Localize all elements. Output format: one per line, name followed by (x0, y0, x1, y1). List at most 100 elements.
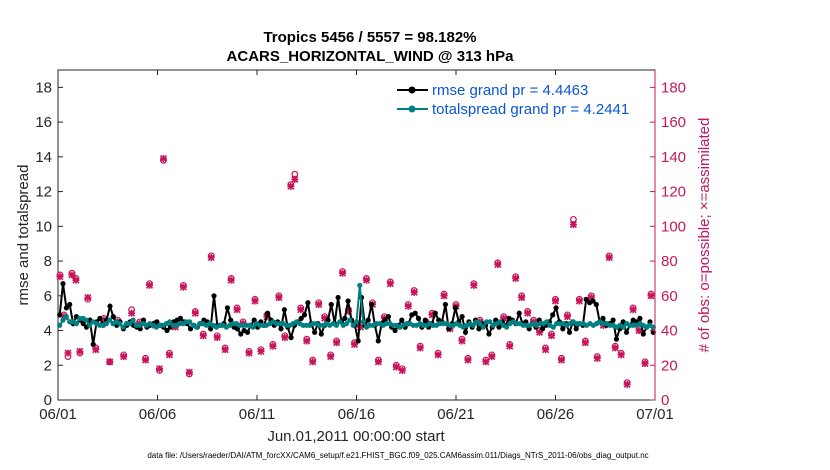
obs-assimilated-marker (179, 283, 187, 291)
rmse-point (298, 315, 304, 321)
totalspread-point (544, 319, 550, 325)
rmse-point (301, 312, 308, 318)
totalspread-point (480, 324, 486, 330)
rmse-point (640, 331, 646, 337)
totalspread-point (337, 319, 343, 325)
rmse-point (566, 329, 573, 335)
obs-assimilated-marker (72, 276, 80, 284)
totalspread-point (107, 317, 113, 323)
obs-assimilated-marker (434, 351, 442, 359)
obs-assimilated-marker (221, 346, 229, 354)
obs-assimilated-marker (506, 342, 514, 350)
obs-assimilated-marker (233, 306, 241, 314)
obs-assimilated-marker (339, 269, 347, 277)
rmse-point (345, 298, 351, 304)
rmse-point (452, 305, 458, 311)
totalspread-point (120, 324, 126, 330)
y-tick-label: 12 (35, 184, 52, 201)
y-tick-label: 0 (44, 392, 52, 409)
x-tick-label: 06/11 (239, 406, 275, 423)
totalspread-point (333, 322, 340, 328)
obs-assimilated-marker (356, 323, 365, 331)
rmse-point (164, 327, 170, 334)
rmse-point (224, 305, 230, 311)
y-tick-label: 6 (44, 288, 52, 305)
obs-assimilated-marker (494, 260, 502, 269)
y-tick-label: 10 (35, 218, 52, 235)
obs-assimilated-marker (392, 363, 400, 371)
obs-assimilated-marker (257, 347, 265, 355)
rmse-point (459, 314, 465, 320)
totalspread-point (103, 321, 109, 327)
x-tick-label: 06/16 (338, 406, 376, 423)
plot-area (57, 69, 656, 401)
series-layer (57, 281, 656, 347)
axis-ticks: 06/01 06/06 06/11 06/16 06/21 06/26 07/0102468… (35, 70, 686, 423)
rmse-point (63, 305, 69, 311)
totalspread-point (87, 322, 93, 328)
obs-assimilated-marker (327, 353, 335, 361)
rmse-point (80, 321, 86, 327)
obs-assimilated-marker (269, 342, 277, 350)
rmse-point (486, 331, 492, 337)
obs-assimilated-marker (440, 292, 448, 300)
x-tick-label: 06/06 (139, 406, 177, 423)
obs-assimilated-marker (416, 344, 424, 352)
rmse-point (154, 319, 160, 325)
obs-assimilated-marker (321, 314, 329, 322)
rmse-point (637, 315, 643, 321)
rmse-point (613, 336, 620, 342)
rmse-point (550, 312, 556, 318)
rmse-point (365, 317, 371, 323)
y2-tick-label: 140 (661, 149, 686, 166)
y2-tick-label: 60 (661, 288, 678, 305)
y-tick-label: 14 (35, 149, 52, 166)
rmse-point (335, 294, 341, 301)
rmse-point (265, 310, 271, 316)
totalspread-point (477, 321, 483, 327)
x-tick-label: 07/01 (636, 406, 674, 423)
legend-spread-marker (408, 105, 416, 113)
legend-spread-label: totalspread grand pr = 4.2441 (432, 101, 629, 118)
y-axis-label: rmse and totalspread (15, 165, 32, 306)
y-tick-label: 2 (44, 357, 52, 374)
obs-assimilated-marker (315, 300, 323, 309)
obs-assimilated-marker (581, 339, 589, 347)
obs-assimilated-marker (362, 276, 371, 284)
obs-assimilated-marker (100, 316, 108, 324)
rmse-point (540, 326, 546, 332)
y2-tick-label: 100 (661, 218, 686, 235)
rmse-point (422, 317, 428, 323)
data-file-footnote: data file: /Users/raeder/DAI/ATM_forcXX/… (147, 451, 648, 460)
obs-assimilated-marker (287, 182, 295, 190)
obs-assimilated-marker (159, 155, 168, 163)
totalspread-point (167, 319, 173, 325)
totalspread-point (470, 322, 476, 328)
totalspread-point (73, 321, 79, 327)
totalspread-point (357, 282, 363, 288)
obs-assimilated-marker (309, 358, 317, 366)
y-tick-label: 4 (44, 323, 52, 340)
obs-assimilated-marker (213, 333, 221, 342)
rmse-point (328, 301, 334, 308)
obs-assimilated-marker (641, 359, 649, 368)
rmse-point (281, 307, 287, 313)
rmse-point (385, 314, 391, 320)
obs-assimilated-marker (398, 366, 406, 375)
obs-assimilated-marker (128, 309, 136, 317)
rmse-point (355, 338, 361, 344)
obs-assimilated-marker (575, 297, 583, 305)
y2-tick-label: 120 (661, 184, 686, 201)
chart-title: Tropics 5456 / 5557 = 98.182% (263, 29, 476, 46)
rmse-point (560, 326, 566, 332)
rmse-point (610, 317, 616, 323)
obs-assimilated-marker (482, 358, 490, 366)
obs-assimilated-marker (611, 344, 619, 352)
obs-assimilated-marker (470, 281, 478, 289)
totalspread-point (487, 319, 493, 325)
rmse-point (573, 326, 579, 332)
obs-assimilated-marker (120, 353, 128, 361)
obs-assimilated-marker (587, 293, 595, 302)
rmse-point (97, 315, 103, 321)
